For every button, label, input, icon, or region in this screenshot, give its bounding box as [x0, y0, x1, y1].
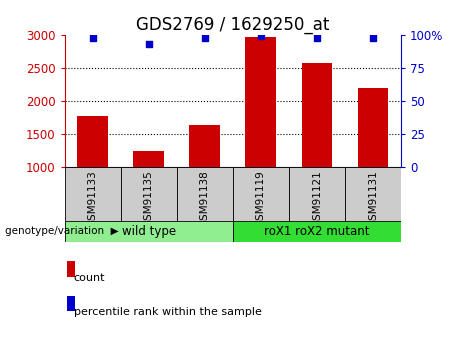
Bar — [121, 167, 177, 220]
Title: GDS2769 / 1629250_at: GDS2769 / 1629250_at — [136, 17, 330, 34]
Bar — [133, 151, 164, 234]
Bar — [77, 116, 108, 234]
Text: wild type: wild type — [122, 225, 176, 238]
Point — [145, 41, 152, 47]
Text: genotype/variation  ▶: genotype/variation ▶ — [5, 226, 118, 236]
Point — [89, 36, 96, 41]
Text: GSM91119: GSM91119 — [256, 170, 266, 227]
Bar — [345, 167, 401, 220]
Bar — [177, 167, 233, 220]
Text: GSM91138: GSM91138 — [200, 170, 210, 227]
Text: GSM91121: GSM91121 — [312, 170, 322, 227]
Text: count: count — [74, 273, 105, 283]
Bar — [233, 220, 401, 242]
Point — [201, 36, 208, 41]
Text: percentile rank within the sample: percentile rank within the sample — [74, 307, 262, 317]
Bar — [245, 37, 276, 234]
Bar — [65, 167, 121, 220]
Point — [369, 36, 377, 41]
Text: GSM91133: GSM91133 — [88, 170, 98, 227]
Text: GSM91135: GSM91135 — [144, 170, 154, 227]
Point — [313, 36, 321, 41]
Point — [257, 33, 265, 39]
Bar — [301, 63, 332, 234]
Bar — [358, 88, 389, 234]
Text: roX1 roX2 mutant: roX1 roX2 mutant — [264, 225, 370, 238]
Bar — [189, 125, 220, 234]
Bar — [289, 167, 345, 220]
Text: GSM91131: GSM91131 — [368, 170, 378, 227]
Bar — [65, 220, 233, 242]
Bar — [233, 167, 289, 220]
